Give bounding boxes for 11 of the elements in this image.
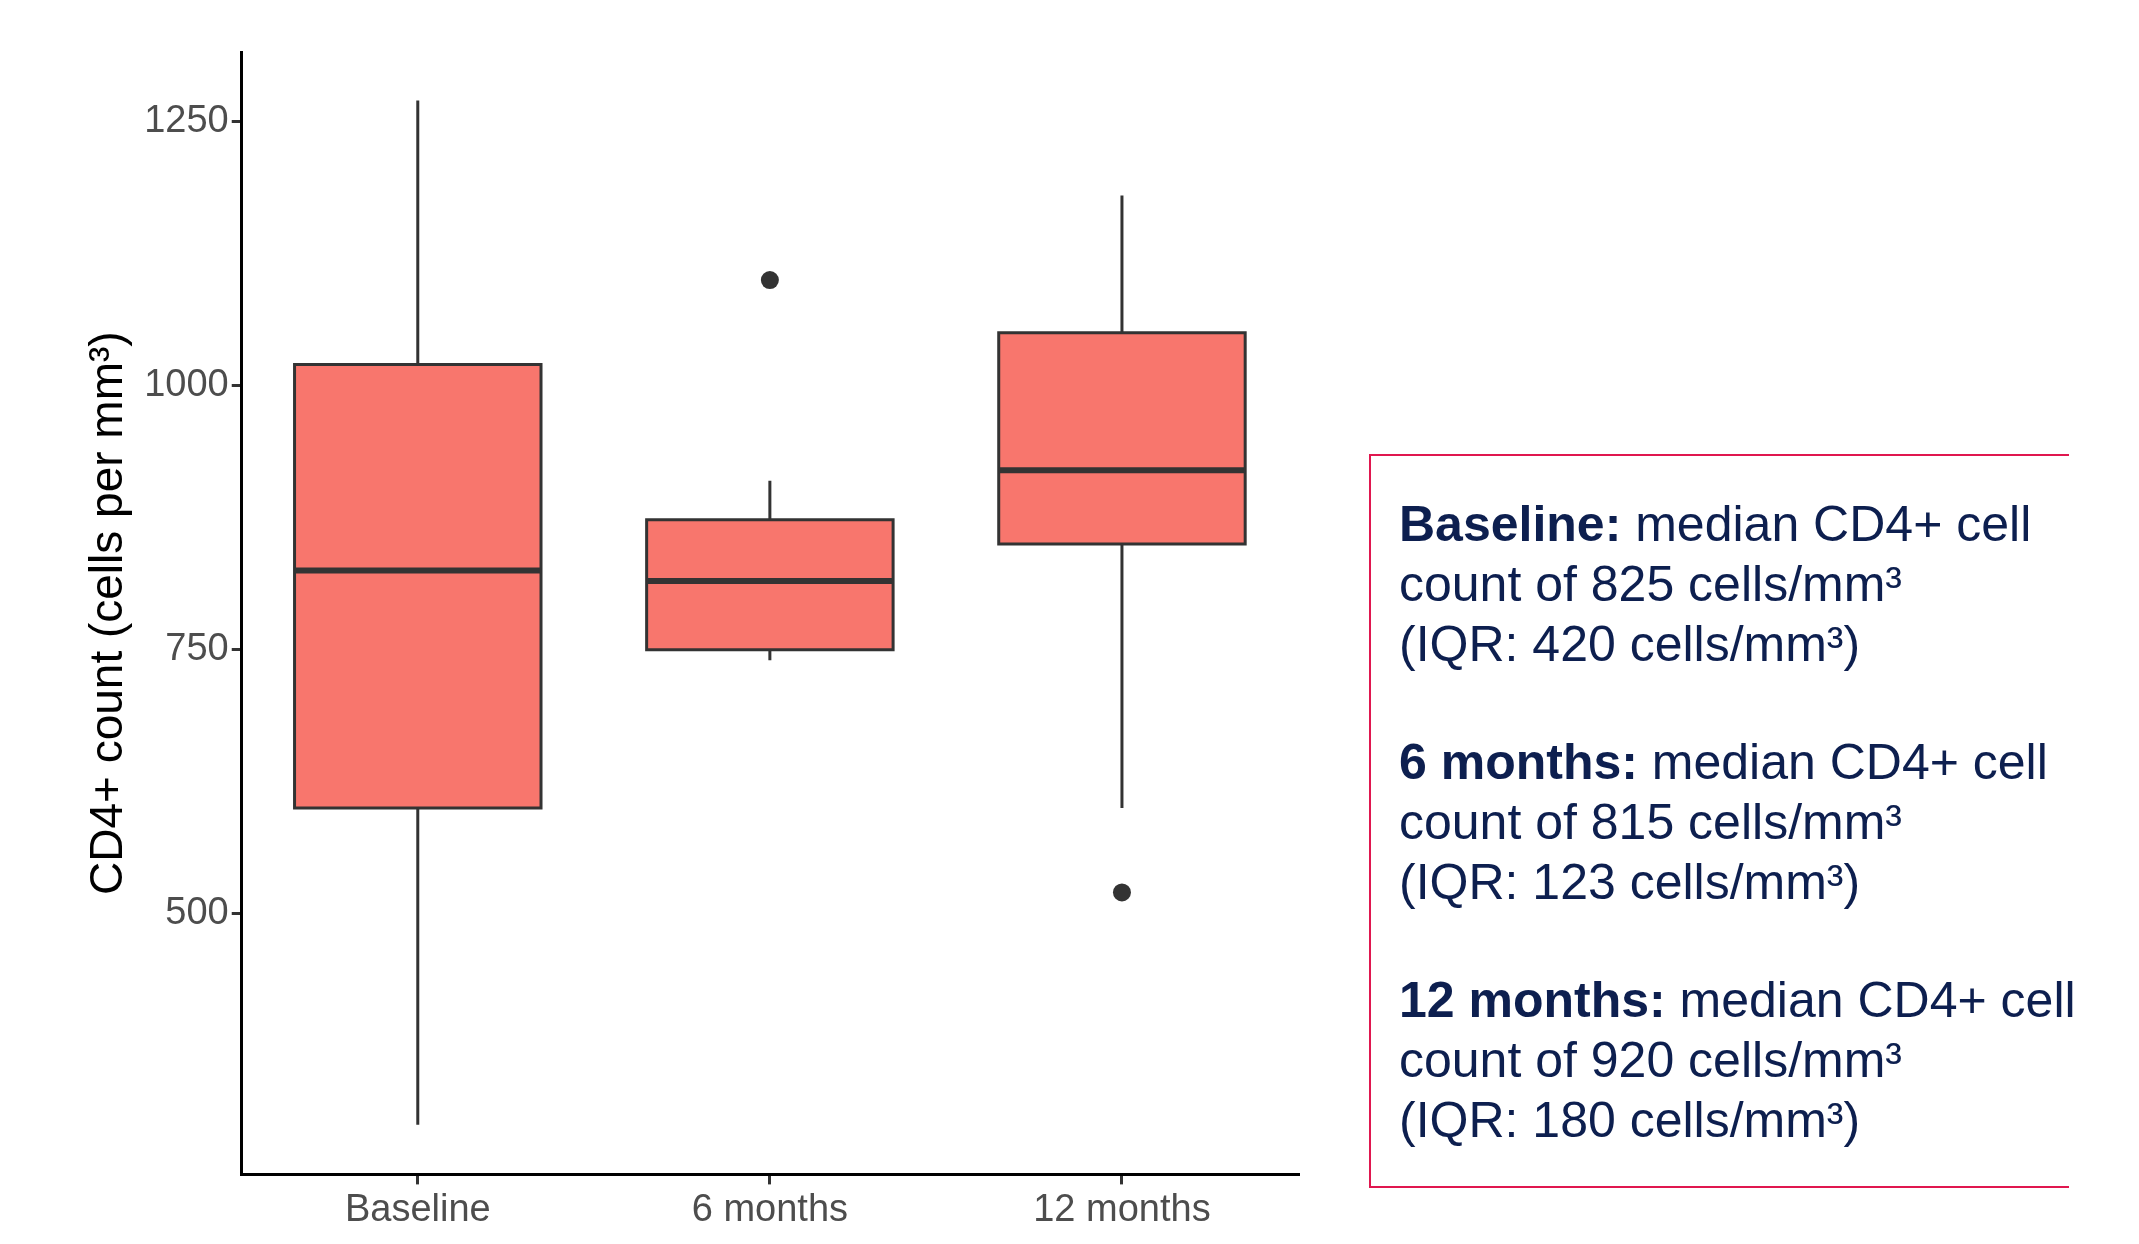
x-tick-label: 12 months [1033,1186,1211,1229]
x-tick-label: 6 months [691,1186,849,1229]
y-tick-label: 750 [165,626,229,669]
y-axis-title: CD4+ count (cells per mm³) [80,331,133,896]
text: 6 months: median CD4+ cell count of 815 cells/mm³ (IQR: 123 cells/mm³) [1399,734,2048,910]
y-tick-label: 500 [165,890,229,933]
y-tick-label: 1000 [144,362,229,405]
y-tick-label: 1250 [144,98,229,141]
text: Baseline: median CD4+ cell count of 825 cells/mm³ (IQR: 420 cells/mm³) [1399,496,2032,672]
text: 12 months: median CD4+ cell count of 920 cells/mm³ (IQR: 180 cells/mm³) [1399,972,2076,1148]
x-tick-label: Baseline [344,1186,491,1229]
